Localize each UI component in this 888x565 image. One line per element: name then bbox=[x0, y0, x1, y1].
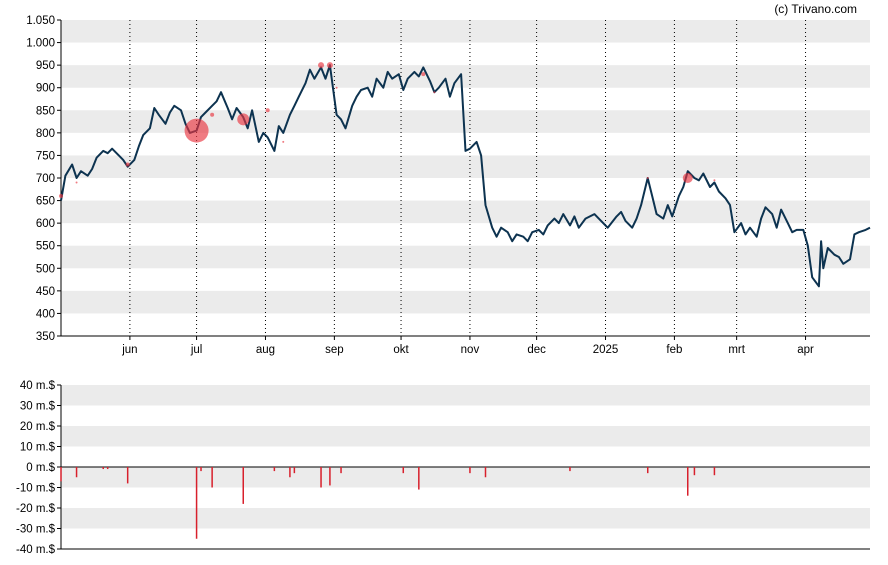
trade-marker bbox=[335, 86, 338, 89]
y-tick-label: 0 m.$ bbox=[26, 462, 55, 474]
trade-marker bbox=[646, 177, 649, 179]
volume-bar bbox=[273, 467, 276, 472]
y-tick-label: 450 bbox=[36, 286, 55, 298]
background-bands bbox=[61, 20, 870, 529]
volume-bar bbox=[340, 467, 342, 474]
y-tick-label: -10 m.$ bbox=[16, 483, 56, 495]
y-tick-label: 900 bbox=[36, 83, 55, 95]
x-tick-label: 2025 bbox=[593, 344, 619, 356]
price-band bbox=[61, 200, 870, 224]
y-tick-label: 400 bbox=[36, 308, 55, 320]
volume-band bbox=[61, 385, 870, 406]
trade-marker bbox=[682, 173, 693, 183]
x-tick-label: sep bbox=[325, 344, 344, 356]
tick-labels: jun jul aug sep okt nov dec 2025 feb mrt apr 350 400… bbox=[16, 15, 814, 556]
volume-bar bbox=[242, 467, 244, 504]
volume-bar bbox=[102, 467, 104, 470]
x-tick-label: nov bbox=[461, 344, 480, 356]
volume-band bbox=[61, 467, 870, 488]
y-tick-label: 550 bbox=[36, 241, 55, 253]
trade-marker bbox=[237, 113, 250, 126]
volume-bar bbox=[106, 467, 109, 470]
trade-markers bbox=[59, 62, 716, 199]
x-tick-label: mrt bbox=[728, 344, 745, 356]
volume-bar bbox=[293, 467, 296, 474]
volume-bar bbox=[484, 467, 487, 478]
y-tick-label: 1.000 bbox=[26, 38, 55, 50]
trade-marker bbox=[433, 91, 436, 94]
trade-marker bbox=[265, 108, 270, 113]
y-tick-label: 650 bbox=[36, 196, 55, 208]
y-tick-label: 40 m.$ bbox=[20, 380, 56, 392]
price-band bbox=[61, 155, 870, 178]
x-tick-label: feb bbox=[666, 344, 682, 356]
volume-bar bbox=[320, 467, 322, 488]
y-tick-label: 700 bbox=[36, 173, 55, 185]
trade-marker bbox=[125, 162, 130, 167]
volume-bar bbox=[60, 467, 62, 482]
volume-bars bbox=[60, 467, 716, 539]
price-band bbox=[61, 245, 870, 269]
price-band bbox=[61, 290, 870, 314]
y-tick-label: 950 bbox=[36, 60, 55, 72]
volume-bar bbox=[200, 467, 202, 472]
x-tick-label: okt bbox=[393, 344, 409, 356]
x-tick-label: dec bbox=[527, 344, 546, 356]
price-band bbox=[61, 110, 870, 133]
y-tick-label: 600 bbox=[36, 218, 55, 230]
volume-bar bbox=[126, 467, 129, 484]
y-tick-label: 500 bbox=[36, 263, 55, 275]
x-tick-label: jun bbox=[121, 344, 137, 356]
trade-marker bbox=[210, 112, 215, 117]
y-tick-label: -30 m.$ bbox=[16, 524, 56, 536]
y-tick-label: 350 bbox=[36, 331, 55, 343]
y-tick-label: 750 bbox=[36, 150, 55, 162]
volume-band bbox=[61, 508, 870, 529]
x-tick-label: jul bbox=[190, 344, 203, 356]
y-tick-label: 20 m.$ bbox=[20, 421, 56, 433]
volume-bar bbox=[687, 467, 689, 496]
y-tick-label: -40 m.$ bbox=[16, 544, 56, 556]
volume-bar bbox=[211, 467, 213, 488]
volume-bar bbox=[329, 467, 331, 486]
trade-marker bbox=[184, 118, 209, 143]
trade-marker bbox=[713, 179, 716, 182]
y-tick-label: 10 m.$ bbox=[20, 442, 56, 454]
x-tick-label: aug bbox=[256, 344, 275, 356]
vertical-gridlines bbox=[129, 20, 807, 336]
volume-bar bbox=[646, 467, 649, 474]
trade-marker bbox=[59, 194, 63, 199]
volume-bar bbox=[693, 467, 696, 476]
y-tick-label: 30 m.$ bbox=[20, 401, 56, 413]
trade-marker bbox=[421, 72, 426, 77]
trade-marker bbox=[318, 62, 325, 69]
y-tick-label: 800 bbox=[36, 128, 55, 140]
credit-label: (c) Trivano.com bbox=[774, 2, 857, 16]
price-band bbox=[61, 65, 870, 88]
volume-bar bbox=[75, 467, 78, 478]
volume-band bbox=[61, 426, 870, 447]
volume-bar bbox=[289, 467, 291, 478]
volume-bar bbox=[569, 467, 571, 472]
y-tick-label: 850 bbox=[36, 105, 55, 117]
trade-marker bbox=[326, 62, 333, 69]
volume-bar bbox=[195, 467, 198, 539]
y-tick-label: 1.050 bbox=[26, 15, 55, 27]
volume-bar bbox=[418, 467, 420, 490]
volume-bar bbox=[469, 467, 471, 474]
x-tick-label: apr bbox=[797, 344, 814, 356]
volume-bar bbox=[402, 467, 405, 474]
trade-marker bbox=[75, 181, 78, 184]
price-band bbox=[61, 20, 870, 43]
trade-marker bbox=[282, 140, 285, 143]
y-tick-label: -20 m.$ bbox=[16, 503, 56, 515]
volume-bar bbox=[713, 467, 716, 476]
